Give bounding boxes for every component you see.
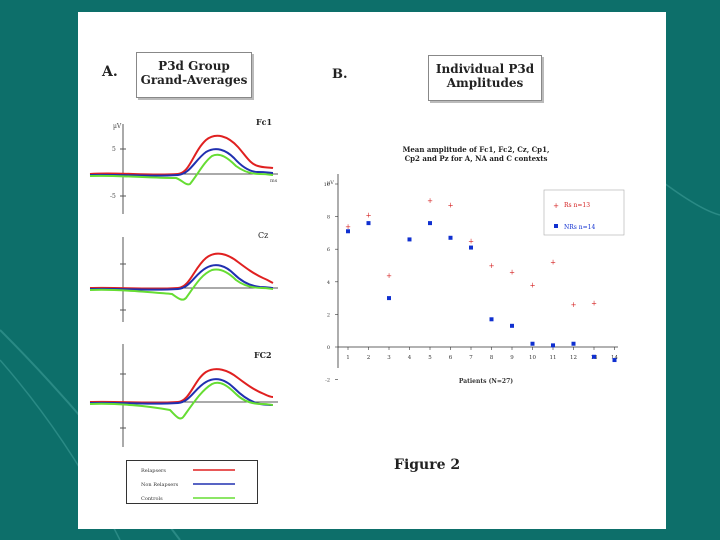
slide-content: A. P3d Group Grand-Averages B. Individua…: [78, 12, 666, 529]
point-nrs-13: [592, 354, 596, 359]
erp-plot-fc1: µV 5 -5 ms Fc1: [89, 117, 278, 214]
y-tick-label: 4: [327, 280, 330, 286]
erp-plot-cz: Cz: [89, 231, 278, 322]
point-nrs-3: [387, 296, 391, 301]
x-tick-label: 12: [570, 355, 577, 361]
legend-label-nrs: NRs n=14: [564, 224, 595, 231]
point-rs-2: +: [366, 211, 372, 219]
y-tick-label: 6: [327, 247, 330, 253]
point-nrs-1: [346, 229, 350, 234]
point-rs-9: +: [509, 269, 515, 277]
point-nrs-10: [530, 341, 535, 346]
x-tick-label: 8: [490, 355, 494, 361]
y-tick-label: 2: [327, 312, 330, 318]
electrode-label-fc1: Fc1: [256, 117, 272, 127]
point-rs-3: +: [386, 272, 392, 280]
panel-b-title-line1: Individual P3d: [435, 62, 535, 76]
point-rs-6: +: [448, 202, 454, 210]
panel-b-title-line2: Amplitudes: [446, 76, 524, 90]
figure-caption: Figure 2: [394, 457, 461, 473]
point-nrs-9: [510, 323, 514, 328]
fc1-tick-pos: 5: [112, 146, 116, 153]
legend-marker-nrs: [554, 224, 558, 228]
erp-legend: Relapsers Non Relapsers Controls: [126, 460, 258, 504]
point-nrs-12: [571, 341, 576, 346]
point-rs-11: +: [550, 259, 556, 267]
y-tick-label: -2: [325, 378, 330, 384]
point-rs-5: +: [427, 197, 433, 205]
chart-title-line2: Cp2 and Pz for A, NA and C contexts: [405, 154, 548, 163]
fc1-unit-label: µV: [113, 123, 122, 130]
point-nrs-5: [428, 221, 432, 226]
point-nrs-14: [612, 358, 617, 363]
point-nrs-8: [489, 317, 494, 322]
panel-a-title-line1: P3d Group: [158, 59, 230, 73]
x-tick-label: 1: [346, 355, 350, 361]
legend-label-non-relapsers: Non Relapsers: [141, 482, 179, 488]
point-nrs-7: [469, 245, 473, 250]
legend-label-relapsers: Relapsers: [141, 468, 166, 474]
x-tick-label: 10: [529, 355, 536, 361]
legend-label-rs: Rs n=13: [564, 202, 590, 209]
panel-b-title-box: Individual P3d Amplitudes: [428, 55, 542, 101]
x-tick-label: 5: [428, 355, 432, 361]
x-tick-label: 2: [367, 355, 371, 361]
panel-b-letter: B.: [332, 67, 348, 82]
panel-a-letter: A.: [102, 64, 118, 80]
erp-legend-svg: Relapsers Non Relapsers Controls: [141, 468, 235, 502]
chart-legend: + Rs n=13 NRs n=14: [543, 189, 625, 236]
erp-waveforms: µV 5 -5 ms Fc1 Cz FC2: [89, 117, 278, 447]
x-tick-label: 11: [550, 355, 557, 361]
erp-plot-fc2: FC2: [89, 344, 278, 447]
fc1-time-unit: ms: [270, 178, 278, 184]
electrode-label-fc2: FC2: [254, 350, 272, 360]
fc1-tick-neg: -5: [110, 193, 116, 200]
x-tick-label: 7: [469, 355, 473, 361]
x-tick-label: 14: [611, 355, 618, 361]
legend-label-controls: Controls: [141, 496, 163, 502]
chart-title-line1: Mean amplitude of Fc1, Fc2, Cz, Cp1,: [403, 145, 550, 154]
y-tick-label: 10: [324, 182, 330, 188]
x-tick-label: 3: [387, 355, 391, 361]
point-rs-10: +: [530, 282, 536, 290]
x-tick-label: 9: [510, 355, 514, 361]
electrode-label-cz: Cz: [258, 231, 268, 240]
point-nrs-4: [407, 237, 412, 242]
point-rs-12: +: [571, 301, 577, 309]
chart-legend-box: [543, 189, 625, 236]
panel-a-title-box: P3d Group Grand-Averages: [136, 52, 252, 98]
panel-a-title-line2: Grand-Averages: [140, 73, 248, 87]
point-rs-7: +: [468, 238, 474, 246]
amplitude-scatter-chart: Mean amplitude of Fc1, Fc2, Cz, Cp1, Cp2…: [324, 145, 625, 385]
chart-y-unit: µV: [327, 180, 334, 186]
point-nrs-6: [448, 235, 453, 240]
y-tick-label: 8: [327, 215, 330, 221]
chart-x-label: Patients (N=27): [459, 378, 513, 385]
point-nrs-2: [366, 221, 371, 226]
x-tick-label: 4: [408, 355, 412, 361]
legend-marker-rs: +: [553, 202, 559, 210]
point-rs-8: +: [489, 262, 495, 270]
chart-points: + + + + + + + + + + + +: [345, 197, 617, 363]
y-tick-label: 0: [327, 345, 330, 351]
point-rs-13: +: [591, 299, 597, 307]
point-rs-1: +: [345, 223, 351, 231]
point-nrs-11: [551, 343, 555, 348]
x-tick-label: 6: [449, 355, 453, 361]
